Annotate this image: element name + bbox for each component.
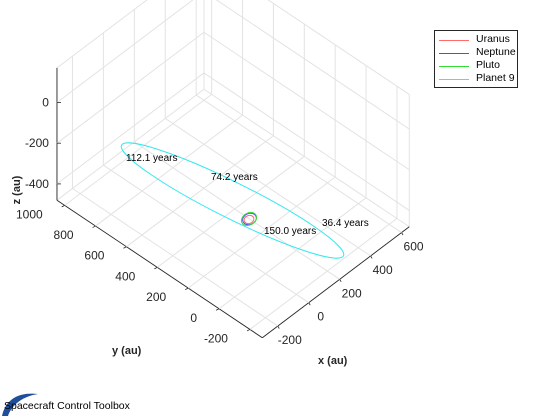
orbit-planet-9 — [120, 142, 345, 259]
back-edge — [203, 88, 410, 228]
grid-line — [95, 114, 243, 227]
grid-line — [157, 156, 305, 268]
legend-entry: Uranus — [435, 33, 519, 47]
y-axis-line — [56, 199, 263, 339]
grid-line — [203, 31, 410, 171]
orbit-annotations: 112.1 years 74.2 years 36.4 years 150.0 yea… — [126, 153, 369, 237]
legend-swatch — [439, 40, 469, 41]
orbit-annotation: 74.2 years — [211, 172, 258, 183]
y-tick-label: 600 — [84, 249, 104, 263]
y-tick-label: 800 — [54, 228, 74, 242]
orbit-annotation: 150.0 years — [264, 226, 316, 237]
x-tick-label: 600 — [404, 240, 424, 254]
y-tick-mark — [246, 329, 251, 332]
grid-line — [218, 197, 367, 310]
watermark: Spacecraft Control Toolbox — [0, 386, 200, 420]
y-tick-mark — [154, 267, 158, 270]
grid-line — [215, 0, 410, 130]
back-edge — [56, 0, 148, 69]
grid-line — [187, 176, 336, 289]
legend: Uranus Neptune Pluto Planet 9 — [434, 30, 518, 88]
orbit-uranus — [243, 214, 255, 225]
grid-line — [72, 188, 279, 327]
orbit-annotation: 112.1 years — [126, 153, 178, 164]
grid-line — [203, 72, 410, 211]
z-tick-label: -200 — [25, 136, 49, 150]
grid-line — [56, 72, 205, 185]
legend-entry: Planet 9 — [435, 72, 519, 86]
back-edge — [267, 0, 410, 95]
legend-label: Uranus — [476, 33, 510, 45]
grid-line — [164, 118, 371, 257]
x-tick-mark — [401, 232, 404, 236]
y-tick-label: 400 — [115, 269, 135, 283]
x-tick-mark — [339, 279, 342, 283]
y-tick-mark — [215, 308, 220, 311]
x-tick-mark — [308, 302, 311, 306]
watermark-text: Spacecraft Control Toolbox — [4, 400, 130, 412]
tick-labels: -200 0 200 400 600 -200 0 200 400 600 800 1000 -400 -… — [16, 95, 424, 347]
orbit-pluto — [240, 211, 258, 227]
legend-label: Planet 9 — [476, 72, 515, 84]
legend-swatch — [439, 79, 469, 80]
y-tick-mark — [61, 205, 65, 208]
grid-line — [56, 31, 205, 144]
x-tick-label: 0 — [317, 310, 324, 324]
grid-line — [56, 0, 194, 103]
y-tick-mark — [123, 246, 127, 249]
grid-lines — [56, 0, 410, 330]
y-tick-mark — [92, 225, 96, 228]
back-edge — [56, 88, 205, 201]
x-tick-label: 200 — [342, 286, 362, 300]
x-tick-mark — [277, 325, 280, 329]
orbit-annotation: 36.4 years — [322, 218, 369, 229]
orbit-lines — [120, 142, 345, 259]
y-tick-label: 200 — [146, 290, 166, 304]
axes-box — [56, 0, 410, 339]
legend-swatch — [439, 66, 469, 67]
x-axis-line — [262, 226, 410, 339]
legend-entry: Pluto — [435, 59, 519, 73]
y-axis-label: y (au) — [112, 345, 142, 357]
grid-line — [64, 94, 212, 206]
swoosh-logo-icon — [2, 393, 38, 416]
legend-label: Neptune — [476, 46, 516, 58]
y-tick-label: 1000 — [16, 207, 43, 221]
legend-entry: Neptune — [435, 46, 519, 60]
legend-swatch — [439, 53, 469, 54]
grid-line — [134, 141, 340, 280]
grid-line — [195, 94, 402, 234]
grid-line — [103, 164, 310, 304]
y-tick-label: 0 — [190, 311, 197, 325]
z-axis-label: z (au) — [11, 175, 23, 204]
z-tick-label: -400 — [25, 177, 49, 191]
x-tick-mark — [370, 255, 373, 259]
z-tick-label: 0 — [42, 95, 49, 109]
y-tick-mark — [185, 287, 189, 290]
y-tick-label: -200 — [204, 331, 228, 345]
x-tick-label: 400 — [373, 263, 393, 277]
grid-line — [249, 218, 398, 330]
legend-label: Pluto — [476, 59, 500, 71]
x-axis-label: x (au) — [318, 355, 348, 367]
x-tick-label: -200 — [278, 333, 302, 347]
grid-line — [126, 135, 274, 248]
